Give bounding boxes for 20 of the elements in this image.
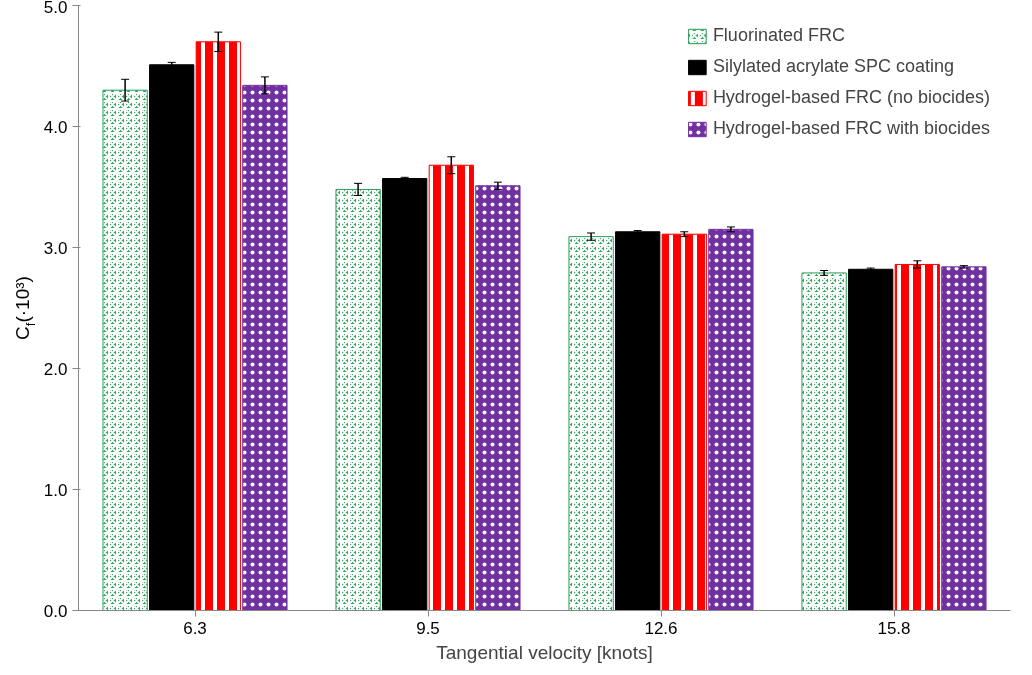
legend-label: Hydrogel-based FRC (no biocides) <box>712 87 990 108</box>
y-axis-title: Cf(·10³) <box>11 276 38 340</box>
y-tick-label: 1.0 <box>43 480 68 500</box>
bar <box>382 178 428 611</box>
x-axis-title: Tangential velocity [knots] <box>436 641 653 663</box>
y-tick-label: 0.0 <box>43 601 68 621</box>
legend-label: Fluorinated FRC <box>712 25 845 46</box>
bar <box>848 268 894 611</box>
y-tick-label: 4.0 <box>43 117 68 137</box>
y-tick-label: 2.0 <box>43 359 68 379</box>
x-tick-label: 9.5 <box>416 618 440 638</box>
legend-label: Silylated acrylate SPC coating <box>712 56 954 77</box>
bar <box>149 64 195 611</box>
bar <box>615 231 661 611</box>
x-tick-label: 6.3 <box>183 618 207 638</box>
y-tick-label: 5.0 <box>43 0 68 17</box>
legend-label: Hydrogel-based FRC with biocides <box>712 118 990 139</box>
x-tick-label: 15.8 <box>877 618 911 638</box>
x-tick-label: 12.6 <box>644 618 678 638</box>
y-tick-label: 3.0 <box>43 238 68 258</box>
